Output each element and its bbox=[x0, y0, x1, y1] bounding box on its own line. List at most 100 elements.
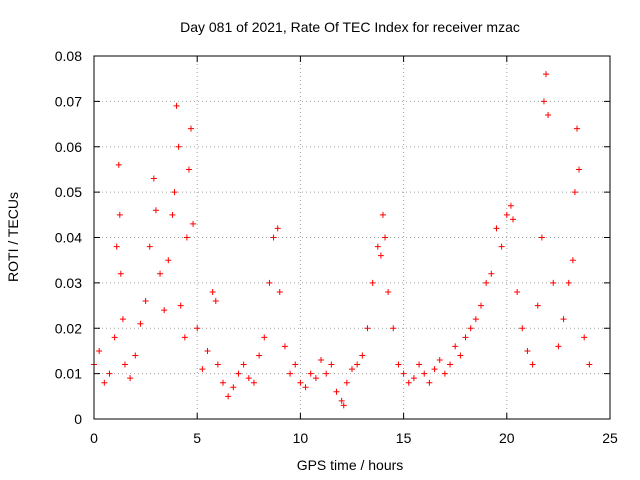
data-point bbox=[142, 298, 149, 305]
x-axis-label: GPS time / hours bbox=[297, 457, 404, 473]
data-point bbox=[181, 334, 188, 341]
y-tick-label: 0.02 bbox=[55, 320, 82, 336]
data-point bbox=[307, 370, 314, 377]
data-point bbox=[573, 125, 580, 132]
data-point bbox=[338, 397, 345, 404]
data-point bbox=[194, 325, 201, 332]
data-point bbox=[270, 234, 277, 241]
x-tick-label: 15 bbox=[396, 430, 412, 446]
data-point bbox=[245, 375, 252, 382]
data-point bbox=[410, 375, 417, 382]
y-tick-label: 0.03 bbox=[55, 275, 82, 291]
data-point bbox=[116, 211, 123, 218]
data-point bbox=[101, 379, 108, 386]
data-point bbox=[565, 279, 572, 286]
data-point bbox=[161, 307, 168, 314]
data-point bbox=[177, 302, 184, 309]
y-tick-label: 0.01 bbox=[55, 366, 82, 382]
data-point bbox=[560, 316, 567, 323]
data-point bbox=[96, 347, 103, 354]
x-tick-label: 10 bbox=[293, 430, 309, 446]
y-tick-label: 0.04 bbox=[55, 230, 82, 246]
data-point bbox=[507, 202, 514, 209]
data-point bbox=[157, 270, 164, 277]
x-tick-label: 5 bbox=[193, 430, 201, 446]
data-point bbox=[374, 243, 381, 250]
data-point bbox=[343, 379, 350, 386]
x-tick-label: 0 bbox=[90, 430, 98, 446]
data-point bbox=[165, 257, 172, 264]
data-point bbox=[369, 279, 376, 286]
data-point bbox=[571, 189, 578, 196]
data-point bbox=[364, 325, 371, 332]
data-point bbox=[127, 375, 134, 382]
data-point bbox=[550, 279, 557, 286]
data-point bbox=[555, 343, 562, 350]
y-tick-label: 0.05 bbox=[55, 184, 82, 200]
data-point bbox=[220, 379, 226, 386]
data-point bbox=[175, 143, 182, 150]
data-point bbox=[297, 379, 304, 386]
data-point bbox=[117, 270, 124, 277]
data-point bbox=[190, 220, 197, 227]
y-tick-label: 0.07 bbox=[55, 93, 82, 109]
data-point bbox=[395, 361, 402, 368]
data-point bbox=[225, 393, 232, 400]
data-point bbox=[538, 234, 545, 241]
data-point bbox=[250, 379, 257, 386]
data-point bbox=[199, 366, 206, 373]
data-point bbox=[171, 189, 178, 196]
data-point bbox=[119, 316, 126, 323]
data-point bbox=[529, 361, 536, 368]
data-point bbox=[169, 211, 176, 218]
data-point bbox=[519, 325, 526, 332]
data-point bbox=[188, 125, 195, 132]
data-point bbox=[121, 361, 128, 368]
data-point bbox=[514, 288, 521, 295]
data-point bbox=[266, 279, 273, 286]
data-point bbox=[540, 98, 547, 105]
data-point bbox=[483, 279, 490, 286]
chart-title: Day 081 of 2021, Rate Of TEC Index for r… bbox=[180, 19, 520, 35]
data-point bbox=[390, 325, 397, 332]
gridlines bbox=[94, 56, 610, 419]
data-point bbox=[287, 370, 294, 377]
y-tick-label: 0.06 bbox=[55, 139, 82, 155]
data-point bbox=[230, 384, 237, 391]
data-point bbox=[524, 347, 531, 354]
data-point bbox=[379, 211, 386, 218]
data-point bbox=[209, 288, 216, 295]
data-point bbox=[452, 343, 459, 350]
data-point bbox=[534, 302, 541, 309]
data-point bbox=[382, 234, 389, 241]
data-point bbox=[115, 161, 122, 168]
data-point bbox=[543, 71, 550, 78]
data-point bbox=[281, 343, 288, 350]
data-point bbox=[503, 211, 510, 218]
data-point bbox=[354, 361, 361, 368]
data-point bbox=[240, 361, 247, 368]
data-point bbox=[312, 375, 319, 382]
data-point bbox=[214, 361, 221, 368]
data-point bbox=[340, 402, 347, 409]
data-point bbox=[436, 357, 443, 364]
data-point bbox=[545, 111, 552, 118]
data-point bbox=[467, 325, 474, 332]
data-point bbox=[421, 370, 428, 377]
data-point bbox=[137, 320, 144, 327]
data-point bbox=[431, 366, 438, 373]
data-point bbox=[185, 166, 192, 173]
y-tick-labels: 0 0.01 0.02 0.03 0.04 0.05 0.06 0.07 0.08 bbox=[55, 48, 82, 427]
data-point bbox=[256, 352, 263, 359]
data-point bbox=[377, 252, 384, 259]
data-point bbox=[235, 370, 242, 377]
x-tick-label: 20 bbox=[499, 430, 515, 446]
data-point bbox=[318, 357, 325, 364]
data-point bbox=[441, 370, 448, 377]
data-point bbox=[183, 234, 190, 241]
data-point bbox=[173, 102, 180, 109]
data-point bbox=[569, 257, 576, 264]
data-point bbox=[333, 388, 340, 395]
data-point bbox=[509, 216, 516, 223]
